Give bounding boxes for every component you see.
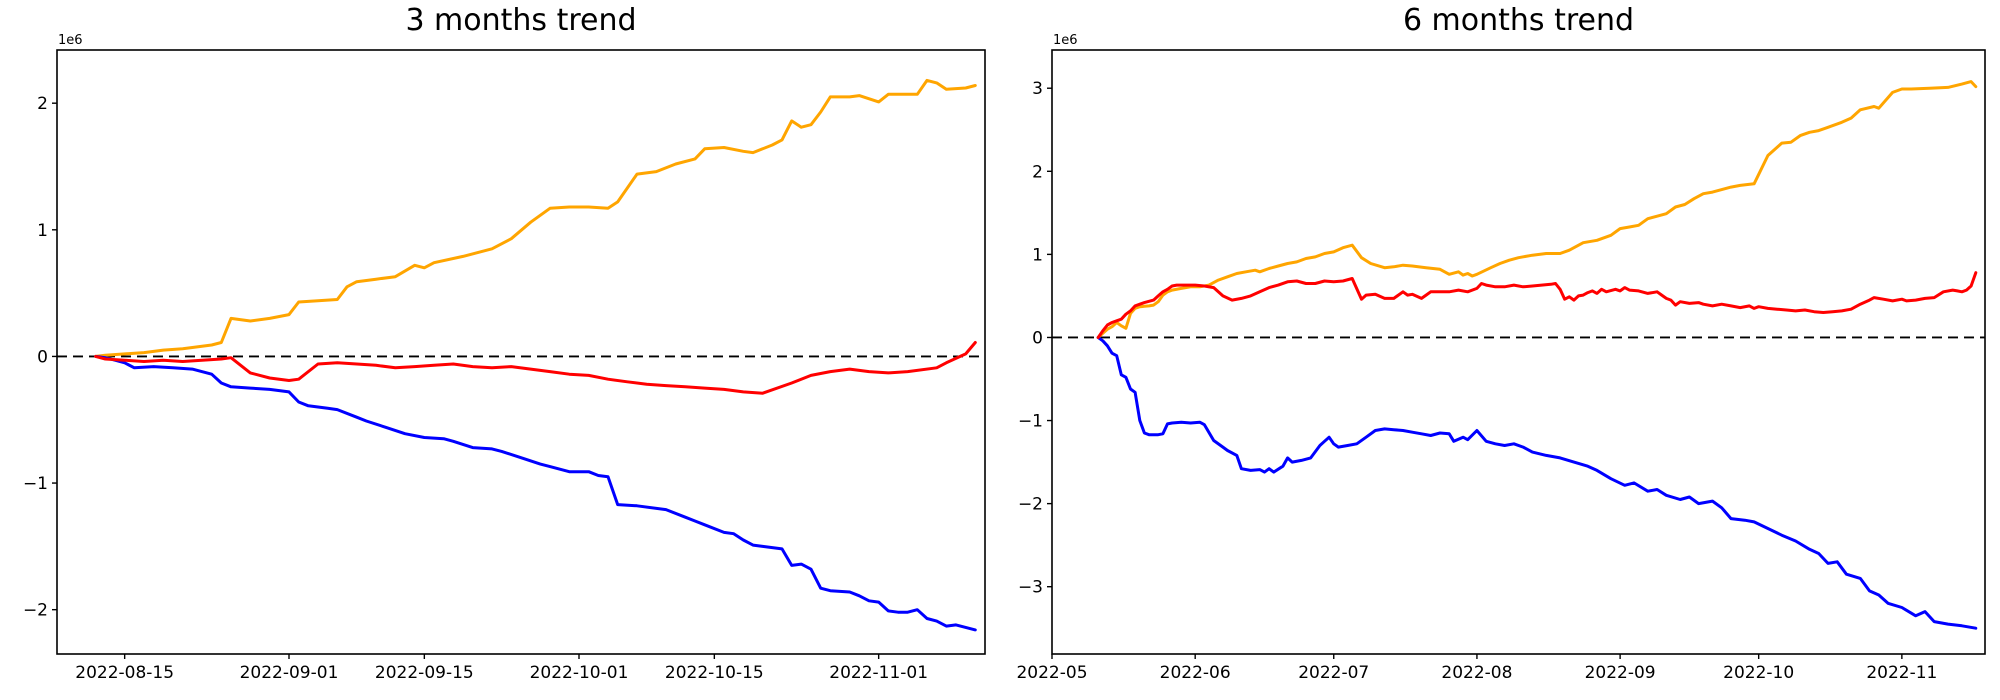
- y-tick-label: −1: [23, 474, 48, 494]
- x-tick-label: 2022-10: [1723, 663, 1794, 683]
- x-tick-label: 2022-10-15: [665, 663, 764, 683]
- y-axis-offset-label-left: 1e6: [58, 33, 83, 48]
- y-tick-label: 2: [37, 94, 48, 114]
- x-tick-label: 2022-11: [1866, 663, 1937, 683]
- plot-title-6-months: 6 months trend: [1402, 3, 1635, 38]
- x-tick-label: 2022-05: [1016, 663, 1087, 683]
- x-tick-label: 2022-08-15: [75, 663, 174, 683]
- x-tick-label: 2022-09-15: [375, 663, 474, 683]
- x-tick-label: 2022-11-01: [829, 663, 928, 683]
- x-tick-label: 2022-09: [1585, 663, 1656, 683]
- x-tick-label: 2022-10-01: [530, 663, 629, 683]
- series-line-lower-blue: [1096, 336, 1978, 630]
- axes-frame: [1051, 49, 1986, 655]
- series-line-middle-red: [94, 341, 977, 395]
- y-tick-label: 0: [37, 347, 48, 367]
- y-tick-label: 1: [37, 221, 48, 241]
- series-line-upper-orange: [1096, 80, 1978, 339]
- y-tick-label: −2: [1018, 495, 1043, 515]
- y-tick-label: 3: [1032, 79, 1043, 99]
- series-line-upper-orange: [94, 78, 977, 358]
- y-axis-offset-label-right: 1e6: [1053, 33, 1078, 48]
- x-tick-label: 2022-06: [1160, 663, 1231, 683]
- y-tick-label: −3: [1018, 578, 1043, 598]
- y-tick-label: −1: [1018, 412, 1043, 432]
- y-tick-label: 1: [1032, 245, 1043, 265]
- x-tick-label: 2022-07: [1298, 663, 1369, 683]
- series-line-lower-blue: [94, 354, 977, 632]
- y-tick-label: 2: [1032, 162, 1043, 182]
- y-tick-label: −2: [23, 601, 48, 621]
- y-tick-label: 0: [1032, 328, 1043, 348]
- x-tick-label: 2022-08: [1441, 663, 1512, 683]
- series-line-middle-red: [1096, 271, 1978, 339]
- x-tick-label: 2022-09-01: [240, 663, 339, 683]
- axes-frame: [56, 49, 986, 655]
- plot-title-3-months: 3 months trend: [405, 3, 637, 38]
